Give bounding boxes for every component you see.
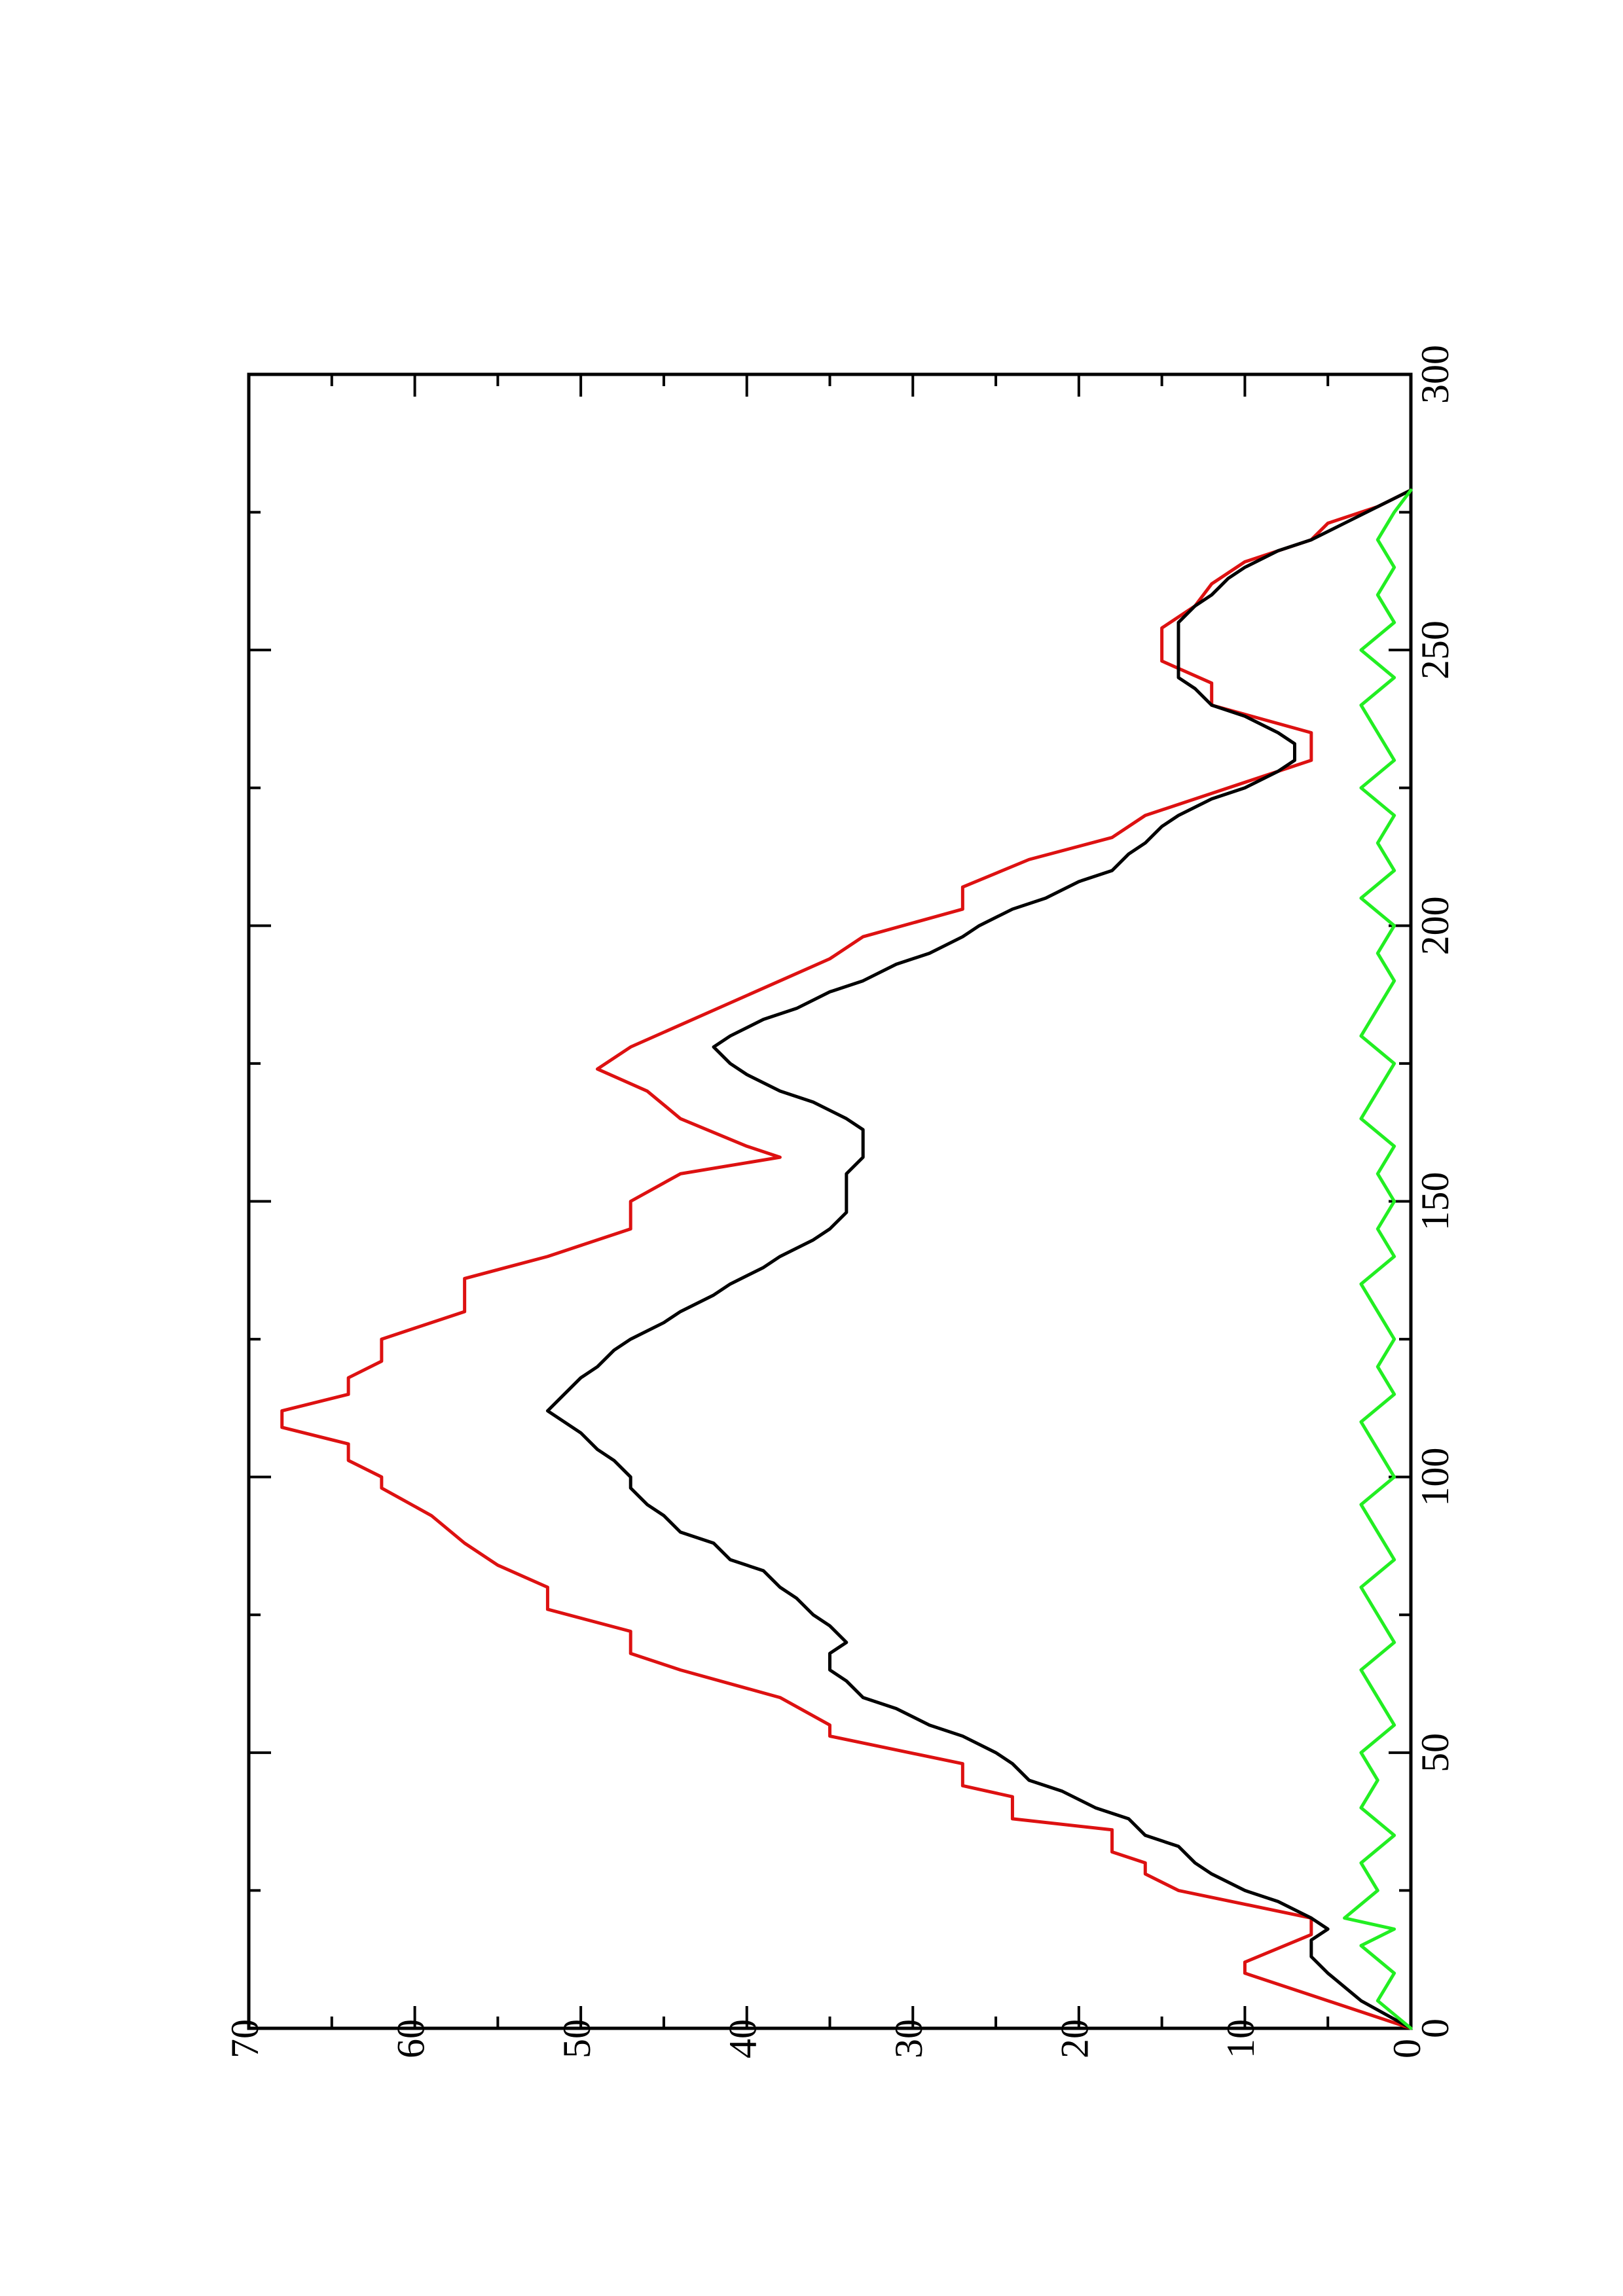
- x-axis-ticks: [249, 373, 1411, 2030]
- x-tick-label: 300: [1413, 345, 1457, 404]
- y-tick-label: 60: [389, 2019, 432, 2058]
- series-line-2: [545, 488, 1413, 2030]
- y-tick-label: 50: [555, 2019, 598, 2058]
- y-tick-label: 10: [1219, 2019, 1262, 2058]
- x-tick-label: 100: [1413, 1448, 1457, 1507]
- y-axis-tick-labels: 0 10 20 30 40 50 60 70: [223, 2019, 1429, 2058]
- x-tick-label: 0: [1413, 2018, 1457, 2038]
- series-line-3: [1343, 488, 1413, 2030]
- plot-frame: [247, 372, 1413, 2030]
- series-layer: [280, 488, 1413, 2030]
- x-tick-label: 50: [1413, 1733, 1457, 1772]
- x-axis-tick-labels: 0 50 100 150 200 250 300: [1413, 345, 1457, 2038]
- x-tick-label: 200: [1413, 896, 1457, 955]
- x-tick-label: 150: [1413, 1172, 1457, 1231]
- y-tick-label: 30: [887, 2019, 930, 2058]
- plot-area: [247, 372, 1413, 2030]
- x-tick-label: 250: [1413, 620, 1457, 679]
- y-tick-label: 70: [223, 2019, 266, 2058]
- y-tick-label: 20: [1053, 2019, 1097, 2058]
- y-tick-label: 0: [1385, 2039, 1429, 2058]
- series-line-1: [280, 488, 1413, 2030]
- y-axis-ticks: [247, 374, 1412, 2028]
- y-tick-label: 40: [721, 2019, 764, 2058]
